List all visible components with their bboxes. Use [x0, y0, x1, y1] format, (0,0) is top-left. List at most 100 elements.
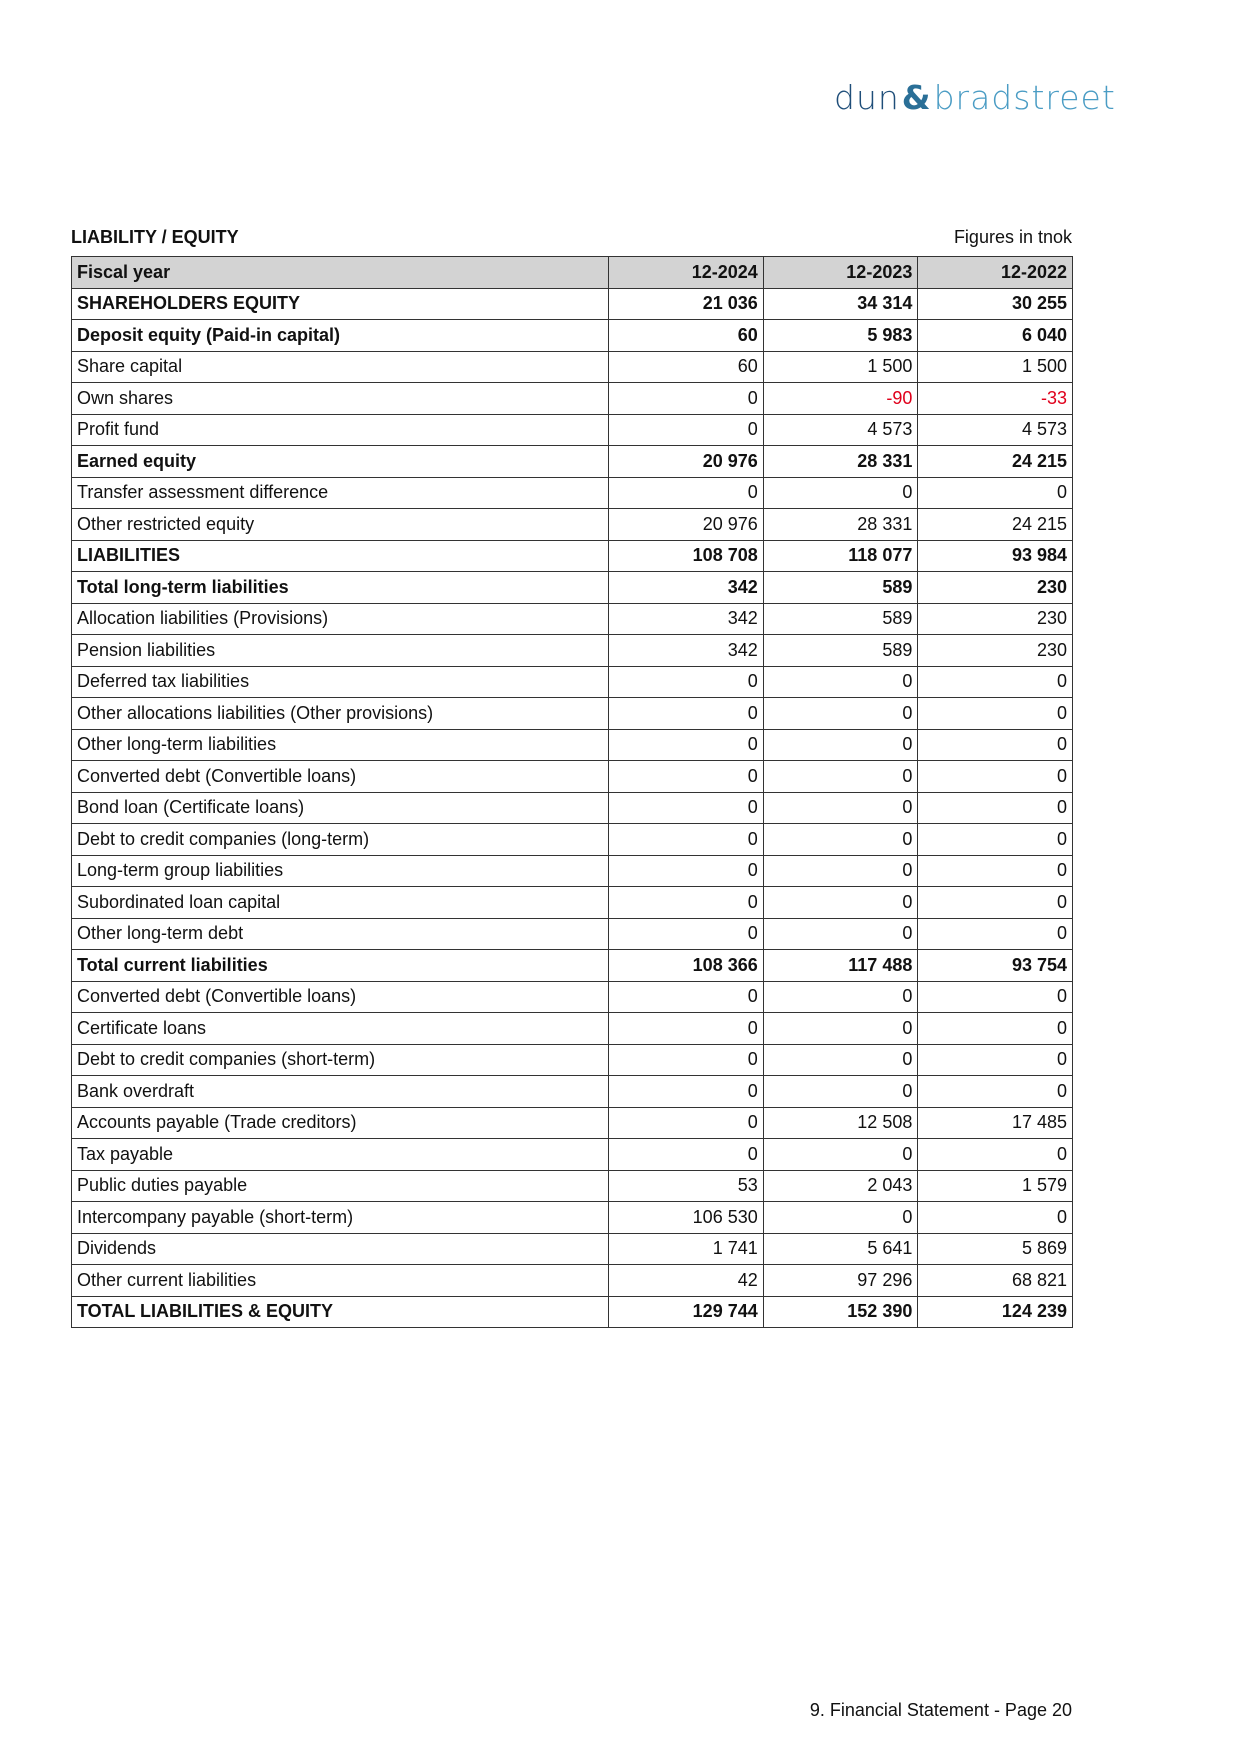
row-value: 28 331 [762, 508, 919, 541]
row-value: 0 [917, 476, 1073, 509]
row-label: Other long-term debt [70, 917, 610, 950]
row-label: Transfer assessment difference [70, 476, 610, 509]
row-value: 17 485 [917, 1106, 1073, 1139]
row-value: 0 [917, 728, 1073, 761]
row-value: 342 [608, 634, 764, 667]
row-value: 0 [762, 1043, 919, 1076]
row-value: 0 [608, 476, 764, 509]
row-value: 0 [762, 760, 919, 793]
row-value: 20 976 [608, 508, 764, 541]
row-value: 0 [917, 854, 1073, 887]
row-value: 24 215 [917, 445, 1073, 478]
logo-text: dun [834, 78, 900, 117]
table-row: Other restricted equity 20 976 28 331 24 21… [70, 508, 1073, 541]
table-row: TOTAL LIABILITIES & EQUITY 129 744 152 390… [70, 1295, 1073, 1328]
row-label: Subordinated loan capital [70, 886, 610, 919]
row-value: 0 [917, 886, 1073, 919]
row-value: 230 [917, 602, 1073, 635]
header-year: 12-2024 [608, 256, 764, 289]
row-value: 0 [608, 413, 764, 446]
row-value: 1 500 [762, 350, 919, 383]
row-label: Debt to credit companies (long-term) [70, 823, 610, 856]
row-value: 0 [608, 791, 764, 824]
row-value: 152 390 [762, 1295, 919, 1328]
row-value: 21 036 [608, 287, 764, 320]
row-value: -90 [762, 382, 919, 415]
row-value: 1 741 [608, 1232, 764, 1265]
table-row: Tax payable 0 0 0 [70, 1138, 1073, 1171]
row-value: 0 [608, 760, 764, 793]
row-value: 0 [762, 854, 919, 887]
table-row: Profit fund 0 4 573 4 573 [70, 413, 1073, 446]
row-label: Other current liabilities [70, 1264, 610, 1297]
row-value: 4 573 [762, 413, 919, 446]
table-row: Intercompany payable (short-term) 106 530… [70, 1201, 1073, 1234]
row-value: 230 [917, 634, 1073, 667]
row-value: 589 [762, 634, 919, 667]
row-value: 230 [917, 571, 1073, 604]
header-fiscal-year: Fiscal year [70, 256, 610, 289]
logo-ampersand: & [901, 78, 932, 117]
table-row: Bank overdraft 0 0 0 [70, 1075, 1073, 1108]
row-label: SHAREHOLDERS EQUITY [70, 287, 610, 320]
logo-text: bradstreet [933, 78, 1116, 117]
row-value: 108 366 [608, 949, 764, 982]
table-row: Deposit equity (Paid-in capital) 60 5 983 6… [70, 319, 1073, 352]
row-value: 97 296 [762, 1264, 919, 1297]
row-value: 12 508 [762, 1106, 919, 1139]
row-value: 20 976 [608, 445, 764, 478]
row-value: 0 [762, 665, 919, 698]
row-value: 0 [762, 728, 919, 761]
table-row: Debt to credit companies (long-term) 0 0 0 [70, 823, 1073, 856]
row-label: Profit fund [70, 413, 610, 446]
row-value: 0 [762, 980, 919, 1013]
row-value: 0 [917, 665, 1073, 698]
table-row: Other long-term liabilities 0 0 0 [70, 728, 1073, 761]
row-value: 5 869 [917, 1232, 1073, 1265]
row-value: 0 [608, 1043, 764, 1076]
row-label: Earned equity [70, 445, 610, 478]
row-value: 28 331 [762, 445, 919, 478]
row-value: 0 [608, 728, 764, 761]
table-row: Pension liabilities 342 589 230 [70, 634, 1073, 667]
row-label: Total current liabilities [70, 949, 610, 982]
row-value: 0 [762, 1075, 919, 1108]
row-value: 0 [608, 665, 764, 698]
row-value: 5 983 [762, 319, 919, 352]
table-row: LIABILITIES 108 708 118 077 93 984 [70, 539, 1073, 572]
row-label: Other long-term liabilities [70, 728, 610, 761]
row-value: 53 [608, 1169, 764, 1202]
row-value: 108 708 [608, 539, 764, 572]
row-value: 589 [762, 571, 919, 604]
row-value: 60 [608, 319, 764, 352]
row-value: 0 [608, 980, 764, 1013]
row-value: 0 [917, 1201, 1073, 1234]
table-row: Certificate loans 0 0 0 [70, 1012, 1073, 1045]
table-row: Total current liabilities 108 366 117 488 9… [70, 949, 1073, 982]
row-label: Allocation liabilities (Provisions) [70, 602, 610, 635]
row-value: 118 077 [762, 539, 919, 572]
table-row: Bond loan (Certificate loans) 0 0 0 [70, 791, 1073, 824]
row-value: 0 [762, 917, 919, 950]
row-value: 2 043 [762, 1169, 919, 1202]
table-row: Dividends 1 741 5 641 5 869 [70, 1232, 1073, 1265]
row-label: Dividends [70, 1232, 610, 1265]
row-value: 0 [762, 476, 919, 509]
row-value: 93 754 [917, 949, 1073, 982]
row-value: 0 [917, 823, 1073, 856]
row-value: 4 573 [917, 413, 1073, 446]
table-row: Long-term group liabilities 0 0 0 [70, 854, 1073, 887]
row-value: 124 239 [917, 1295, 1073, 1328]
liability-equity-table: Fiscal year 12-2024 12-2023 12-2022 SHAR… [70, 256, 1073, 1328]
row-value: 0 [917, 980, 1073, 1013]
table-row: Accounts payable (Trade creditors) 0 12 50… [70, 1106, 1073, 1139]
row-value: 0 [917, 1012, 1073, 1045]
row-value: 24 215 [917, 508, 1073, 541]
table-row: Subordinated loan capital 0 0 0 [70, 886, 1073, 919]
row-label: Other allocations liabilities (Other pro… [70, 697, 610, 730]
row-value: 0 [608, 1012, 764, 1045]
row-label: Public duties payable [70, 1169, 610, 1202]
row-value: 1 579 [917, 1169, 1073, 1202]
row-label: Bond loan (Certificate loans) [70, 791, 610, 824]
row-label: Other restricted equity [70, 508, 610, 541]
